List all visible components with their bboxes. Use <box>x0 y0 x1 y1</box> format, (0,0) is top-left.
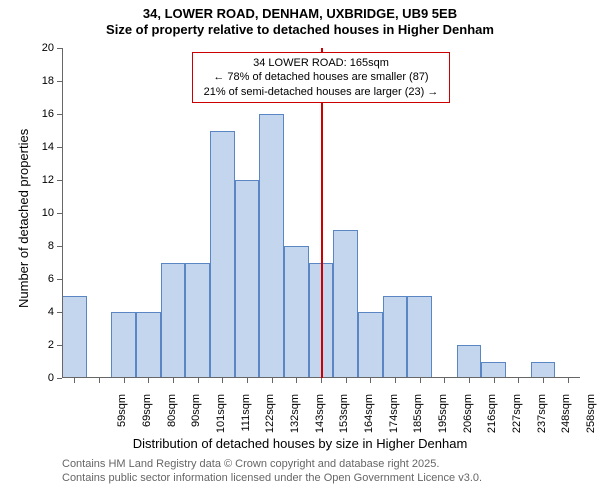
annotation-line1: 34 LOWER ROAD: 165sqm <box>199 56 443 70</box>
chart-title-block: 34, LOWER ROAD, DENHAM, UXBRIDGE, UB9 5E… <box>0 0 600 39</box>
annotation-line3: 21% of semi-detached houses are larger (… <box>199 85 443 99</box>
footnote-block: Contains HM Land Registry data © Crown c… <box>62 458 482 486</box>
x-tick-mark <box>420 378 421 383</box>
x-tick-mark <box>173 378 174 383</box>
x-tick-mark <box>198 378 199 383</box>
x-tick-mark <box>296 378 297 383</box>
y-tick-mark <box>57 114 62 115</box>
chart-title-line2: Size of property relative to detached ho… <box>0 22 600 38</box>
x-tick-mark <box>444 378 445 383</box>
histogram-bar <box>333 230 358 379</box>
y-tick-label: 18 <box>34 75 54 87</box>
y-tick-label: 16 <box>34 108 54 120</box>
x-tick-mark <box>272 378 273 383</box>
y-tick-mark <box>57 180 62 181</box>
x-axis-caption: Distribution of detached houses by size … <box>0 436 600 451</box>
y-tick-label: 12 <box>34 174 54 186</box>
x-tick-mark <box>568 378 569 383</box>
histogram-bar <box>185 263 210 379</box>
y-tick-label: 20 <box>34 42 54 54</box>
annotation-box: 34 LOWER ROAD: 165sqm ← 78% of detached … <box>192 52 450 103</box>
x-tick-mark <box>247 378 248 383</box>
y-tick-mark <box>57 48 62 49</box>
y-tick-label: 14 <box>34 141 54 153</box>
x-tick-mark <box>370 378 371 383</box>
y-tick-mark <box>57 213 62 214</box>
y-tick-label: 2 <box>34 339 54 351</box>
x-tick-mark <box>148 378 149 383</box>
x-tick-mark <box>222 378 223 383</box>
x-tick-mark <box>494 378 495 383</box>
y-tick-mark <box>57 81 62 82</box>
x-tick-mark <box>346 378 347 383</box>
y-tick-mark <box>57 246 62 247</box>
y-tick-label: 0 <box>34 372 54 384</box>
x-tick-mark <box>99 378 100 383</box>
histogram-bar <box>210 131 235 379</box>
histogram-bar <box>358 312 383 378</box>
x-tick-mark <box>518 378 519 383</box>
histogram-bar <box>457 345 482 378</box>
histogram-bar <box>161 263 186 379</box>
histogram-bar <box>284 246 309 378</box>
histogram-bar <box>531 362 556 379</box>
x-tick-mark <box>321 378 322 383</box>
y-tick-mark <box>57 378 62 379</box>
x-tick-mark <box>74 378 75 383</box>
histogram-bar <box>136 312 161 378</box>
plot-area: 34 LOWER ROAD: 165sqm ← 78% of detached … <box>62 48 580 378</box>
chart-title-line1: 34, LOWER ROAD, DENHAM, UXBRIDGE, UB9 5E… <box>0 6 600 22</box>
footnote-line2: Contains public sector information licen… <box>62 472 482 486</box>
y-tick-label: 4 <box>34 306 54 318</box>
histogram-bar <box>111 312 136 378</box>
x-tick-mark <box>543 378 544 383</box>
x-tick-mark <box>469 378 470 383</box>
y-tick-mark <box>57 345 62 346</box>
y-tick-mark <box>57 312 62 313</box>
histogram-bar <box>62 296 87 379</box>
chart-container: 34, LOWER ROAD, DENHAM, UXBRIDGE, UB9 5E… <box>0 0 600 500</box>
y-axis-line <box>62 48 63 378</box>
histogram-bar <box>407 296 432 379</box>
histogram-bar <box>383 296 408 379</box>
histogram-bar <box>481 362 506 379</box>
y-tick-mark <box>57 147 62 148</box>
histogram-bar <box>259 114 284 378</box>
annotation-line2: ← 78% of detached houses are smaller (87… <box>199 70 443 84</box>
y-tick-label: 10 <box>34 207 54 219</box>
x-tick-mark <box>124 378 125 383</box>
histogram-bar <box>235 180 260 378</box>
y-tick-label: 8 <box>34 240 54 252</box>
x-tick-mark <box>395 378 396 383</box>
y-tick-mark <box>57 279 62 280</box>
y-tick-label: 6 <box>34 273 54 285</box>
footnote-line1: Contains HM Land Registry data © Crown c… <box>62 458 482 472</box>
y-axis-label: Number of detached properties <box>16 129 31 308</box>
